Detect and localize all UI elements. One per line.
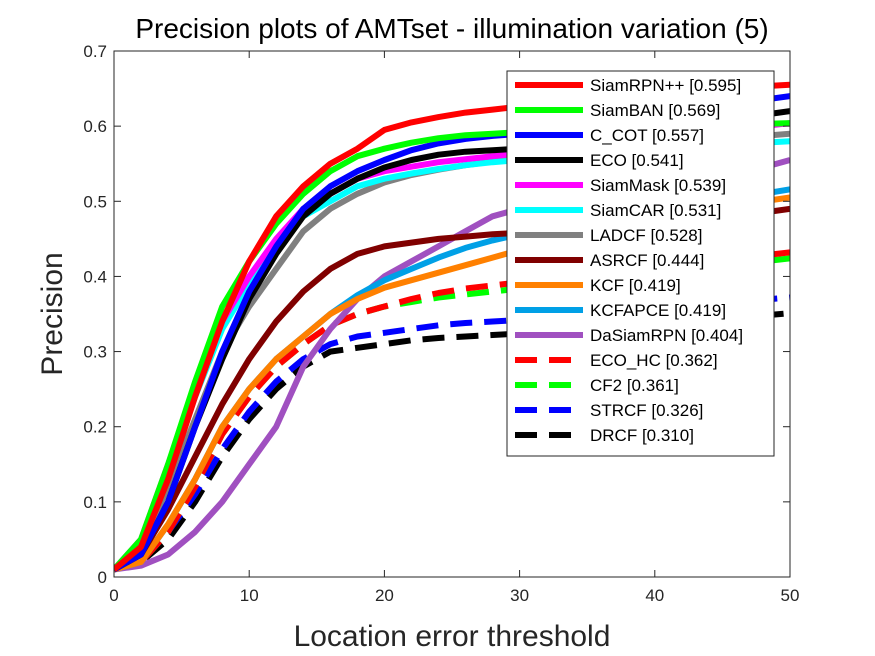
x-axis-label: Location error threshold (294, 620, 611, 653)
axes-box (113, 50, 791, 578)
axes: 0 10 20 30 40 50 0 0.1 0.2 0.3 0.4 0.5 0.6 0.7 (83, 42, 799, 605)
y-tick-label: 0.5 (83, 192, 107, 211)
x-tick-label: 0 (109, 586, 118, 605)
legend-label-4: SiamMask [0.539] (590, 176, 726, 195)
y-axis-label: Precision (36, 252, 69, 375)
x-tick-label: 20 (375, 586, 394, 605)
legend-label-10: DaSiamRPN [0.404] (590, 326, 743, 345)
x-tick-label: 40 (645, 586, 664, 605)
chart-title: Precision plots of AMTset - illumination… (135, 13, 768, 44)
legend-label-12: CF2 [0.361] (590, 376, 679, 395)
legend-label-1: SiamBAN [0.569] (590, 101, 720, 120)
y-tick-label: 0.3 (83, 343, 107, 362)
legend-label-13: STRCF [0.326] (590, 401, 703, 420)
legend-label-8: KCF [0.419] (590, 276, 681, 295)
legend-label-9: KCFAPCE [0.419] (590, 301, 726, 320)
series-line-13 (114, 294, 790, 573)
legend: SiamRPN++ [0.595] SiamBAN [0.569] C_COT [0… (506, 70, 775, 457)
y-tick-label: 0.1 (83, 493, 107, 512)
y-tick-label: 0.4 (83, 267, 107, 286)
y-tick-label: 0 (98, 568, 107, 587)
y-tick-label: 0.6 (83, 117, 107, 136)
legend-label-11: ECO_HC [0.362] (590, 351, 718, 370)
legend-label-5: SiamCAR [0.531] (590, 201, 721, 220)
legend-label-0: SiamRPN++ [0.595] (590, 76, 741, 95)
legend-label-2: C_COT [0.557] (590, 126, 704, 145)
y-tick-label: 0.7 (83, 42, 107, 61)
x-tick-label: 10 (240, 586, 259, 605)
y-tick-label: 0.2 (83, 418, 107, 437)
x-tick-label: 50 (781, 586, 800, 605)
legend-label-7: ASRCF [0.444] (590, 251, 704, 270)
x-tick-label: 30 (510, 586, 529, 605)
legend-label-6: LADCF [0.528] (590, 226, 702, 245)
legend-label-3: ECO [0.541] (590, 151, 684, 170)
legend-label-14: DRCF [0.310] (590, 426, 694, 445)
